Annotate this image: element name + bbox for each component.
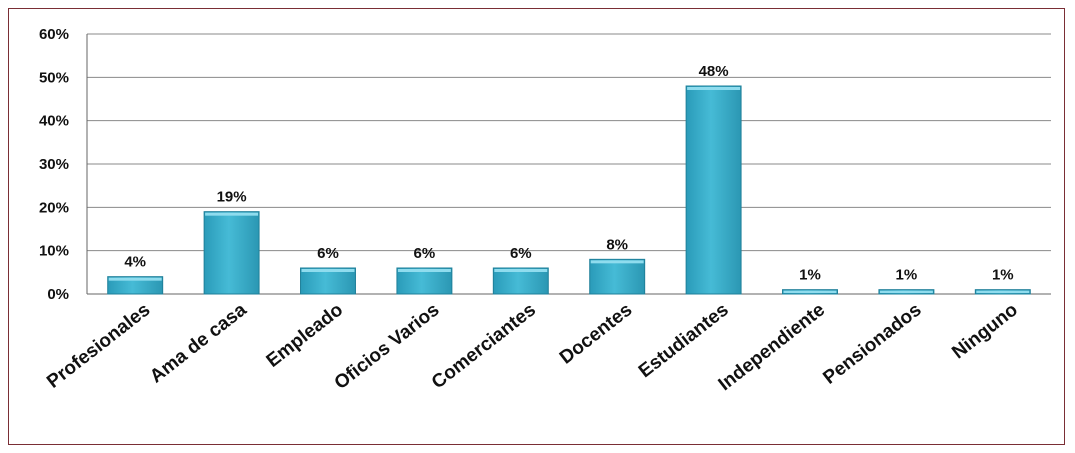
- bar-chart: 0% 10% 20% 30% 40% 50% 60% 4% 19% 6% 6% 6% 8% 48% 1% 1…: [39, 26, 1051, 395]
- chart-frame: 0% 10% 20% 30% 40% 50% 60% 4% 19% 6% 6% 6% 8% 48% 1% 1…: [8, 8, 1065, 445]
- data-label: 19%: [217, 189, 247, 206]
- bar-highlight: [783, 290, 837, 293]
- x-category-label: Profesionales: [43, 299, 154, 392]
- bar: [396, 267, 453, 295]
- data-label: 6%: [510, 245, 532, 262]
- bar-highlight: [301, 269, 355, 272]
- bar-highlight: [205, 212, 259, 216]
- y-tick-label: 30%: [39, 156, 69, 173]
- x-category-label: Oficios Varios: [331, 299, 444, 394]
- y-axis-tick-labels: 0% 10% 20% 30% 40% 50% 60%: [39, 26, 69, 303]
- data-label: 6%: [414, 245, 436, 262]
- bar: [589, 258, 646, 295]
- y-tick-label: 60%: [39, 26, 69, 43]
- bar: [492, 267, 549, 295]
- bars: [107, 85, 1031, 295]
- x-category-label: Estudiantes: [635, 299, 733, 382]
- bar-highlight: [590, 260, 644, 264]
- x-category-label: Pensionados: [819, 299, 925, 388]
- x-category-label: Independiente: [715, 299, 829, 395]
- data-label: 8%: [606, 236, 628, 253]
- data-labels: 4% 19% 6% 6% 6% 8% 48% 1% 1% 1%: [124, 63, 1013, 284]
- x-category-label: Ama de casa: [146, 299, 251, 387]
- x-category-label: Comerciantes: [428, 299, 540, 393]
- data-label: 1%: [992, 267, 1014, 284]
- y-tick-label: 10%: [39, 243, 69, 260]
- data-label: 6%: [317, 245, 339, 262]
- bar: [107, 276, 164, 295]
- bar-highlight: [976, 290, 1030, 293]
- y-tick-label: 40%: [39, 113, 69, 130]
- data-label: 1%: [799, 267, 821, 284]
- bar: [300, 267, 356, 295]
- bar: [685, 85, 742, 295]
- bar-highlight: [879, 290, 933, 293]
- bar-highlight: [397, 269, 451, 272]
- bar-highlight: [108, 277, 162, 281]
- y-tick-label: 20%: [39, 199, 69, 216]
- x-category-label: Empleado: [263, 299, 347, 371]
- data-label: 48%: [699, 63, 729, 80]
- data-label: 4%: [124, 254, 146, 271]
- bar-highlight: [494, 269, 548, 272]
- y-tick-label: 50%: [39, 69, 69, 86]
- bar-highlight: [687, 87, 741, 90]
- bar: [203, 211, 260, 295]
- data-label: 1%: [896, 267, 918, 284]
- y-tick-label: 0%: [47, 286, 69, 303]
- x-category-label: Ninguno: [948, 299, 1022, 363]
- x-category-label: Docentes: [556, 299, 636, 368]
